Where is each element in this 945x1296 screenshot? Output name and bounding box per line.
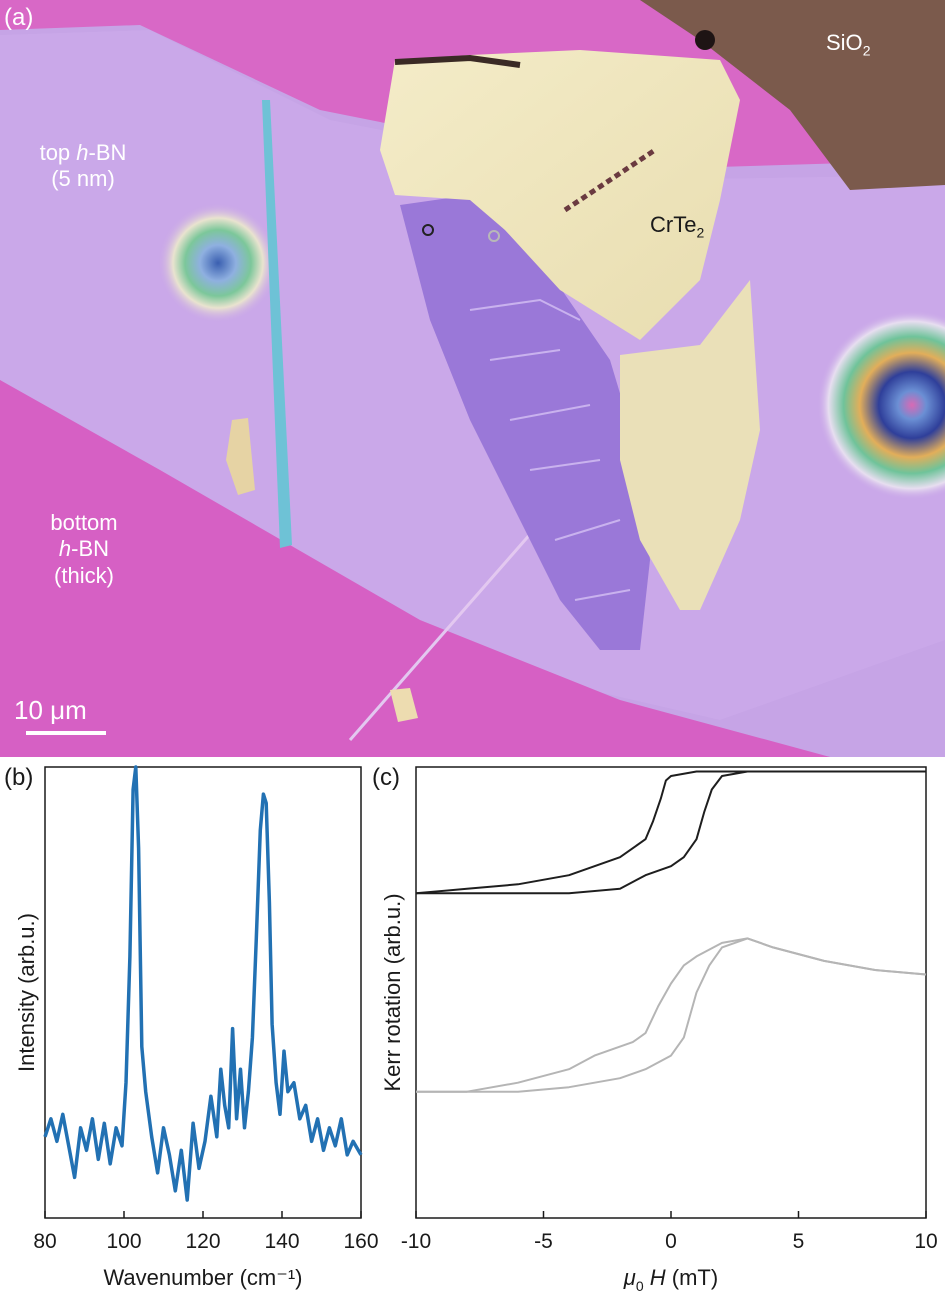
x-tick-label: 140 xyxy=(264,1230,299,1253)
x-tick-label: 120 xyxy=(185,1230,220,1253)
series-line xyxy=(416,937,927,1093)
bubble-left xyxy=(158,203,278,323)
series-line xyxy=(415,770,926,895)
x-tick-label: -10 xyxy=(401,1230,431,1253)
panel-c-letter: (c) xyxy=(372,764,400,791)
flake-edge xyxy=(394,54,521,68)
x-axis-label: Wavenumber (cm⁻¹) xyxy=(103,1265,302,1290)
flake-cracks xyxy=(469,298,631,601)
x-tick-label: 100 xyxy=(106,1230,141,1253)
micrograph-panel: (a) SiO2 top h-BN (5 nm) CrTe2 bottom h-… xyxy=(0,0,945,757)
x-tick-label: -5 xyxy=(534,1230,553,1253)
top-hbn-label: top h-BN (5 nm) xyxy=(39,140,127,192)
x-tick-label: 0 xyxy=(665,1230,677,1253)
x-tick-label: 80 xyxy=(33,1230,56,1253)
micrograph-image xyxy=(0,0,945,757)
crte2-label: CrTe2 xyxy=(650,212,705,241)
streak xyxy=(348,499,562,741)
y-axis-label: Intensity (arb.u.) xyxy=(14,913,39,1072)
panel-b-letter: (b) xyxy=(4,764,34,791)
plot-frame xyxy=(44,766,362,1219)
thick-crte2-flake xyxy=(380,50,740,340)
x-axis-label: μ0 H (mT) xyxy=(623,1265,718,1294)
debris-bottom xyxy=(390,688,418,722)
sio2-corner xyxy=(640,0,945,190)
thin-crte2-flake xyxy=(400,195,650,650)
series-line xyxy=(416,937,927,1093)
lower-substrate-strip xyxy=(0,380,830,757)
bottom-hbn-label: bottom h-BN (thick) xyxy=(50,510,118,588)
bubble-right xyxy=(817,310,945,500)
x-axis-label-sub: 0 xyxy=(636,1278,644,1294)
dust-spot xyxy=(695,30,715,50)
measurement-spot-black xyxy=(422,224,434,236)
sio2-label: SiO2 xyxy=(826,30,871,59)
panel-a-letter: (a) xyxy=(4,4,34,31)
plot-frame xyxy=(415,766,927,1219)
x-tick-label: 5 xyxy=(793,1230,805,1253)
measurement-spot-grey xyxy=(488,230,500,242)
x-axis-label-unit: (mT) xyxy=(666,1265,719,1290)
series-line xyxy=(416,770,926,895)
y-axis-label: Kerr rotation (arb.u.) xyxy=(380,893,405,1091)
series-line xyxy=(43,765,363,1202)
flake-defect-line xyxy=(563,147,657,213)
x-axis-label-h: H xyxy=(644,1265,666,1290)
x-tick-label: 160 xyxy=(343,1230,378,1253)
debris-left xyxy=(226,418,255,495)
scale-bar-label: 10 μm xyxy=(14,695,87,725)
crte2-lower-piece xyxy=(620,280,760,610)
x-axis-label-mu: μ xyxy=(623,1265,636,1290)
fiber xyxy=(262,100,292,548)
x-tick-label: 10 xyxy=(914,1230,937,1253)
